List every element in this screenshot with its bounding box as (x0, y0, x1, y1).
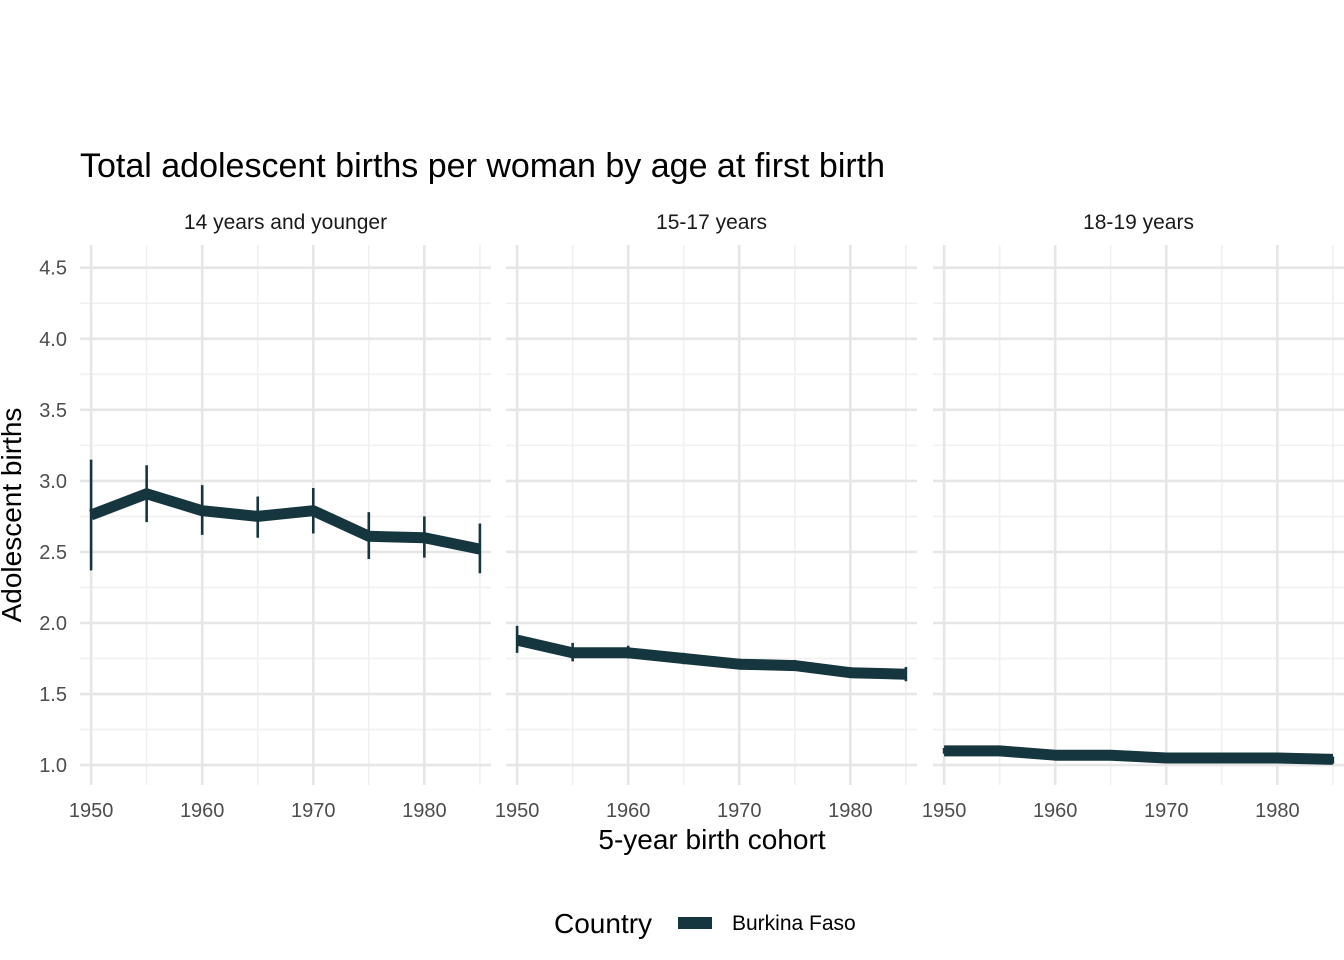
y-tick-label: 1.5 (39, 684, 67, 706)
panel-strip-label: 14 years and younger (184, 211, 387, 234)
panels: 14 years and younger 1950 1960 1970 1980 1.0 1… (39, 211, 1344, 822)
x-tick-label: 1960 (1033, 800, 1078, 822)
x-axis-title: 5-year birth cohort (598, 824, 825, 855)
series-line-burkina-faso (515, 634, 907, 680)
x-tick-label: 1960 (180, 800, 225, 822)
y-tick-label: 4.5 (39, 258, 67, 280)
legend-title: Country (554, 908, 652, 939)
y-tick-label: 3.0 (39, 471, 67, 493)
x-tick-label: 1950 (495, 800, 540, 822)
x-tick-label: 1970 (1144, 800, 1189, 822)
panel-strip-label: 18-19 years (1083, 211, 1194, 234)
x-tick-label: 1970 (291, 800, 336, 822)
panel-strip-label: 15-17 years (656, 211, 767, 234)
legend-label-burkina-faso: Burkina Faso (732, 912, 856, 935)
x-tick-label: 1980 (402, 800, 447, 822)
y-tick-label: 3.5 (39, 400, 67, 422)
y-tick-label: 4.0 (39, 329, 67, 351)
legend: Country Burkina Faso (554, 908, 856, 939)
y-tick-label: 1.0 (39, 755, 67, 777)
y-axis-title: Adolescent births (0, 408, 27, 623)
x-tick-label: 1980 (828, 800, 873, 822)
x-tick-label: 1950 (69, 800, 114, 822)
y-tick-label: 2.5 (39, 542, 67, 564)
x-tick-label: 1950 (922, 800, 967, 822)
series-line-burkina-faso (944, 745, 1334, 765)
x-tick-label: 1960 (606, 800, 651, 822)
chart-title: Total adolescent births per woman by age… (80, 147, 885, 185)
x-tick-label: 1970 (717, 800, 762, 822)
y-tick-label: 2.0 (39, 613, 67, 635)
x-tick-label: 1980 (1255, 800, 1300, 822)
series-line-burkina-faso (89, 488, 482, 555)
panel-1: 14 years and younger 1950 1960 1970 1980 1.0 1… (39, 211, 491, 822)
panel-2: 15-17 years 1950 1960 1970 1980 (495, 211, 917, 822)
panel-3: 18-19 years 1950 1960 1970 1980 (922, 211, 1344, 822)
